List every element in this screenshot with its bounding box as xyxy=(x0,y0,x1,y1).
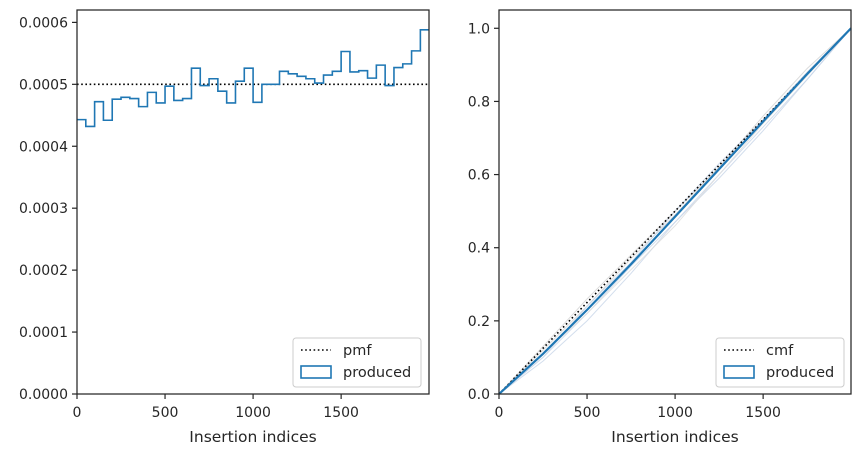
left-legend-box xyxy=(292,337,422,388)
right-y-tick-label: 0.4 xyxy=(468,241,490,257)
right-legend-produced-label: produced xyxy=(766,365,834,381)
right-legend-box xyxy=(715,337,845,388)
left-legend-pmf-label: pmf xyxy=(343,343,372,359)
right-legend-cmf-label: cmf xyxy=(766,343,794,359)
right-x-tick-label: 0 xyxy=(495,405,504,421)
sample-curve xyxy=(498,27,852,395)
left-y-tick-label: 0.0000 xyxy=(19,387,68,403)
left-legend-produced-swatch xyxy=(300,365,332,379)
right-plot-area xyxy=(498,27,852,395)
left-y-tick-label: 0.0005 xyxy=(19,77,68,93)
right-y-axis: 0.0 0.2 0.4 0.6 0.8 1.0 xyxy=(468,21,499,403)
right-legend-produced-swatch xyxy=(723,365,755,379)
left-y-tick-label: 0.0001 xyxy=(19,325,68,341)
right-x-tick-label: 1500 xyxy=(745,405,781,421)
left-y-tick-label: 0.0003 xyxy=(19,201,68,217)
right-produced-series xyxy=(498,27,852,395)
left-y-axis: 0.0000 0.0001 0.0002 0.0003 0.0004 0.0005 0.00… xyxy=(19,15,77,403)
right-y-tick-label: 0.0 xyxy=(468,387,490,403)
left-plot-area xyxy=(77,29,429,128)
left-x-tick-label: 1000 xyxy=(235,405,271,421)
right-y-tick-label: 0.6 xyxy=(468,168,490,184)
left-chart: 0.0000 0.0001 0.0002 0.0003 0.0004 0.0005 0.00… xyxy=(19,9,430,446)
left-y-tick-label: 0.0002 xyxy=(19,263,68,279)
right-x-axis: 0 500 1000 1500 xyxy=(495,394,781,421)
right-legend: cmf produced xyxy=(715,337,845,388)
right-chart: 0.0 0.2 0.4 0.6 0.8 1.0 0 500 1000 1500 Insertio… xyxy=(468,9,852,446)
left-x-axis: 0 500 1000 1500 xyxy=(73,394,359,421)
sample-curve xyxy=(498,27,852,395)
left-x-tick-label: 1500 xyxy=(323,405,359,421)
left-axes-frame xyxy=(76,9,430,395)
right-cmf-series xyxy=(498,27,852,395)
left-x-axis-label: Insertion indices xyxy=(189,428,316,446)
right-x-tick-label: 1000 xyxy=(657,405,693,421)
right-x-axis-label: Insertion indices xyxy=(611,428,738,446)
left-y-tick-label: 0.0004 xyxy=(19,139,68,155)
right-y-tick-label: 1.0 xyxy=(468,21,490,37)
left-y-tick-label: 0.0006 xyxy=(19,15,68,31)
left-x-tick-label: 500 xyxy=(152,405,179,421)
left-produced-series xyxy=(77,29,429,128)
right-x-tick-label: 500 xyxy=(574,405,601,421)
left-x-tick-label: 0 xyxy=(73,405,82,421)
left-legend: pmf produced xyxy=(292,337,422,388)
right-axes-frame xyxy=(498,9,852,395)
right-y-tick-label: 0.2 xyxy=(468,314,490,330)
left-legend-produced-label: produced xyxy=(343,365,411,381)
right-y-tick-label: 0.8 xyxy=(468,94,490,110)
